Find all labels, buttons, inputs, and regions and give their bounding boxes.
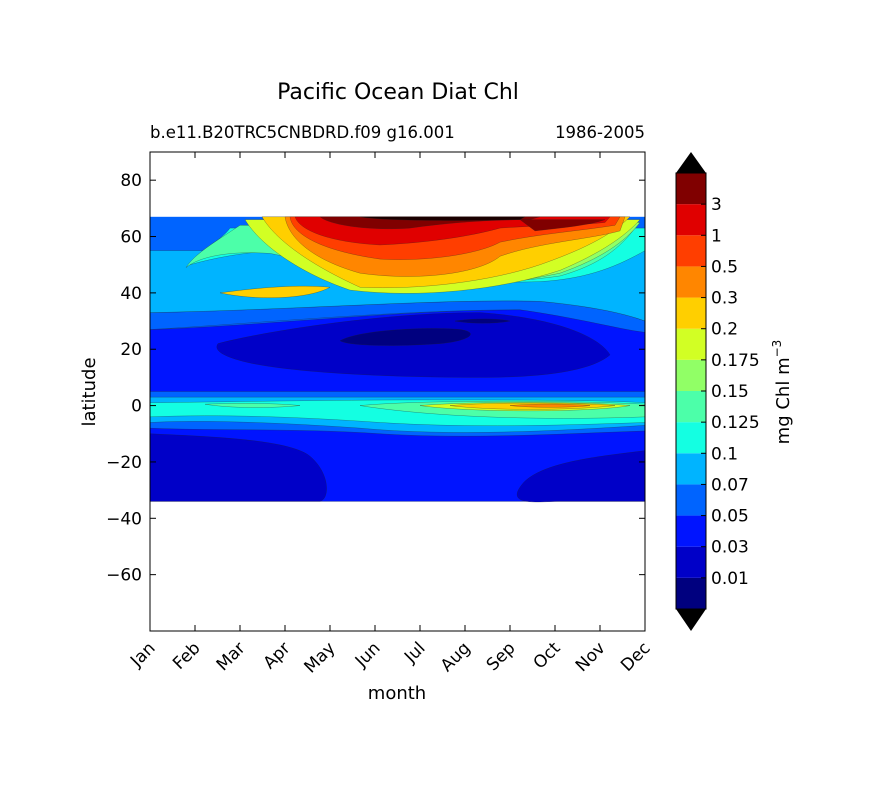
colorbar-segment (676, 484, 706, 516)
y-axis-label: latitude (79, 357, 100, 426)
x-tick-label: Feb (169, 638, 204, 673)
x-tick-label: Jul (400, 638, 429, 667)
colorbar-tick-label: 0.3 (711, 289, 738, 309)
y-tick-label: 80 (120, 171, 142, 191)
x-tick-label: Jun (351, 638, 385, 672)
band-eq-0.15 (204, 403, 301, 408)
band-south-0.03b (516, 450, 645, 503)
x-tick-label: Jan (126, 638, 159, 671)
y-tick-label: 0 (131, 397, 142, 417)
y-tick-label: 20 (120, 340, 142, 360)
x-tick-label: Oct (530, 638, 565, 673)
colorbar-tick-label: 0.15 (711, 382, 749, 402)
colorbar-segment (676, 235, 706, 267)
chart-title: Pacific Ocean Diat Chl (277, 80, 519, 105)
y-tick-label: −20 (106, 453, 142, 473)
colorbar-tick-label: 0.2 (711, 320, 738, 340)
colorbar-tick-label: 0.5 (711, 257, 738, 277)
colorbar-label: mg Chl m−3 (770, 340, 794, 445)
y-tick-label: 40 (120, 284, 142, 304)
colorbar: 0.01 0.03 0.05 0.07 0.1 0.125 0.15 0.175 0.2 0.3 0… (675, 152, 760, 631)
colorbar-segment (676, 266, 706, 298)
x-tick-label: Aug (437, 638, 475, 676)
colorbar-segment (676, 173, 706, 205)
colorbar-tick-label: 0.125 (711, 413, 760, 433)
x-tick-label: Sep (483, 638, 520, 675)
x-axis-label: month (368, 683, 426, 704)
colorbar-segment (676, 359, 706, 391)
colorbar-segment (676, 422, 706, 454)
contour-field (150, 216, 645, 503)
colorbar-extend-top (676, 152, 706, 173)
y-axis: 80 60 40 20 0 −20 −40 −60 (106, 171, 645, 586)
x-tick-label: Mar (213, 638, 250, 675)
x-tick-label: Apr (260, 638, 295, 673)
colorbar-tick-label: 0.07 (711, 475, 749, 495)
colorbar-segment (676, 328, 706, 360)
band-south-0.03a (150, 433, 327, 502)
colorbar-segment (676, 297, 706, 329)
colorbar-segment (676, 577, 706, 609)
colorbar-segment (676, 204, 706, 236)
colorbar-tick-label: 0.03 (711, 538, 749, 558)
x-tick-label: Nov (572, 638, 610, 676)
band-ntrop-0.01 (339, 328, 471, 346)
colorbar-tick-label: 0.1 (711, 444, 738, 464)
colorbar-tick-label: 0.01 (711, 569, 749, 589)
colorbar-tick-label: 3 (711, 195, 722, 215)
colorbar-extend-bottom (676, 609, 706, 631)
colorbar-segment (676, 391, 706, 423)
colorbar-tick-label: 0.05 (711, 507, 749, 527)
x-tick-label: Dec (617, 638, 654, 675)
plot-frame (149, 151, 646, 632)
x-tick-label: May (301, 638, 340, 677)
band-bloom-max-b (519, 219, 606, 232)
y-tick-label: 60 (120, 228, 142, 248)
band-trans-0.3b (219, 285, 331, 298)
band-ntrop-0.01b (454, 318, 511, 324)
colorbar-segment (676, 546, 706, 578)
colorbar-tick-label: 1 (711, 226, 722, 246)
chart-subtitle-left: b.e11.B20TRC5CNBDRD.f09 g16.001 (150, 123, 455, 142)
colorbar-segment (676, 453, 706, 485)
chart-subtitle-right: 1986-2005 (555, 123, 645, 142)
band-eq-0.5 (509, 403, 591, 408)
colorbar-segment (676, 515, 706, 547)
y-tick-label: −40 (106, 509, 142, 529)
y-tick-label: −60 (106, 566, 142, 586)
colorbar-tick-label: 0.175 (711, 351, 760, 371)
